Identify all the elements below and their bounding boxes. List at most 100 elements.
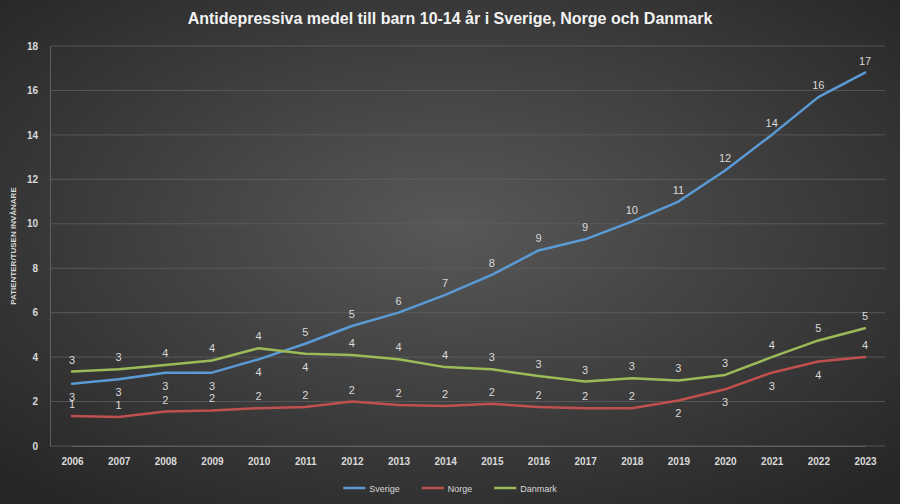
legend-swatch [422,487,444,490]
x-axis-line [73,446,866,447]
data-label: 3 [722,396,728,408]
data-labels: 3333455678991011121416171122222222222233… [69,55,871,420]
data-label: 14 [766,117,778,129]
x-tick: 2021 [761,446,784,467]
x-tick-label: 2007 [108,456,131,467]
y-tick-label: 16 [27,85,39,96]
legend-label: Norge [448,484,473,494]
x-tick: 2013 [388,446,411,467]
legend-item: Sverige [343,484,400,494]
legend-item: Danmark [494,484,557,494]
y-tick: 10 [27,218,50,229]
x-tick-label: 2020 [714,456,737,467]
data-label: 7 [442,277,448,289]
data-label: 2 [535,389,541,401]
chart-svg: Antidepressiva medel till barn 10-14 år … [0,0,900,504]
data-label: 2 [675,407,681,419]
data-label: 2 [302,389,308,401]
data-label: 4 [162,347,168,359]
data-label: 10 [626,204,638,216]
y-tick-label: 14 [27,130,39,141]
data-label: 3 [69,354,75,366]
grid-line [50,268,885,269]
data-label: 5 [349,308,355,320]
x-tick: 2019 [668,446,691,467]
x-tick-label: 2016 [528,456,551,467]
data-label: 4 [256,366,262,378]
grid-line [50,134,885,135]
grid-line [50,312,885,313]
data-label: 4 [256,330,262,342]
grid [50,46,885,446]
data-label: 3 [629,360,635,372]
data-label: 1 [69,398,75,410]
y-axis-line [50,47,51,447]
data-label: 2 [442,388,448,400]
x-tick-label: 2022 [808,456,831,467]
data-label: 3 [675,362,681,374]
data-label: 3 [582,364,588,376]
x-tick-label: 2014 [435,456,458,467]
x-tick: 2023 [854,446,877,467]
grid-line [50,90,885,91]
background [0,0,900,504]
y-tick: 12 [27,174,50,185]
grid-line [50,357,885,358]
y-tick-label: 18 [27,41,39,52]
series-line [72,328,865,381]
x-axis: 2006200720082009201020112012201320142015… [61,446,877,467]
y-tick: 0 [32,441,50,452]
x-tick: 2022 [808,446,831,467]
series-line [72,73,865,384]
x-tick: 2017 [574,446,597,467]
data-label: 3 [116,351,122,363]
legend-swatch [494,487,516,490]
legend-label: Sverige [369,484,400,494]
data-label: 2 [582,390,588,402]
x-tick-label: 2006 [61,456,84,467]
data-label: 4 [209,342,215,354]
y-tick-label: 10 [27,218,39,229]
data-label: 8 [489,257,495,269]
data-label: 3 [535,358,541,370]
data-label: 1 [116,399,122,411]
x-tick: 2015 [481,446,504,467]
x-tick: 2018 [621,446,644,467]
grid-line [50,401,885,402]
legend: Sverige Norge Danmark [343,484,557,494]
y-tick-label: 6 [32,307,38,318]
data-label: 3 [209,380,215,392]
y-tick: 4 [32,352,50,363]
lines [72,73,865,417]
data-label: 2 [629,390,635,402]
data-label: 3 [162,380,168,392]
data-label: 11 [673,184,684,196]
title: Antidepressiva medel till barn 10-14 år … [188,10,713,27]
y-axis: 024681012141618 [27,41,51,452]
data-label: 4 [395,341,401,353]
data-label: 9 [582,221,588,233]
x-tick: 2006 [61,446,84,467]
y-tick: 8 [32,263,50,274]
data-label: 3 [722,357,728,369]
x-tick-label: 2017 [574,456,597,467]
data-label: 2 [209,392,215,404]
data-label: 3 [116,386,122,398]
x-tick-label: 2013 [388,456,411,467]
data-label: 4 [349,337,355,349]
legend-label: Danmark [520,484,557,494]
x-tick-label: 2010 [248,456,271,467]
y-tick: 14 [27,130,50,141]
x-tick: 2009 [201,446,224,467]
y-tick: 16 [27,85,50,96]
x-tick: 2012 [341,446,364,467]
data-label: 5 [815,322,821,334]
data-label: 12 [719,152,731,164]
data-label: 4 [769,339,775,351]
x-tick-label: 2015 [481,456,504,467]
y-tick: 18 [27,41,50,52]
grid-line [50,46,885,47]
x-tick: 2016 [528,446,551,467]
data-label: 2 [349,384,355,396]
data-label: 17 [859,55,871,67]
